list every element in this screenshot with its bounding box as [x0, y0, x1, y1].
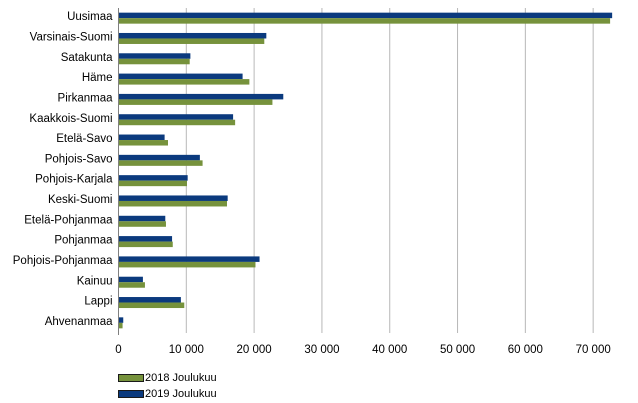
bar-0-15: [118, 322, 123, 329]
legend-item-series-1: 2019 Joulukuu: [118, 386, 217, 401]
bar-0-8: [118, 180, 187, 187]
category-label-10: Etelä-Pohjanmaa: [24, 214, 113, 226]
category-label-15: Ahvenanmaa: [45, 316, 113, 328]
legend-swatch-series-1: [118, 389, 144, 398]
bar-0-14: [118, 302, 185, 309]
x-tick-label-3: 30 000: [304, 344, 339, 356]
bar-1-7: [118, 154, 200, 161]
legend-swatch-series-0: [118, 373, 144, 382]
category-label-12: Pohjois-Pohjanmaa: [13, 255, 113, 267]
category-label-4: Pirkanmaa: [58, 92, 114, 104]
x-tick-label-6: 60 000: [508, 344, 543, 356]
bar-1-1: [118, 32, 267, 39]
bar-0-9: [118, 200, 227, 207]
category-label-1: Varsinais-Suomi: [30, 32, 113, 44]
bar-1-2: [118, 53, 191, 59]
bar-0-1: [118, 38, 265, 44]
category-labels: Uusimaa Varsinais-Suomi Satakunta Häme Pirka…: [13, 11, 113, 328]
bar-0-0: [118, 18, 611, 24]
bar-1-14: [118, 297, 181, 303]
bar-1-12: [118, 256, 260, 262]
bar-1-8: [118, 175, 188, 181]
category-label-8: Pohjois-Karjala: [35, 174, 113, 186]
bar-1-10: [118, 215, 166, 222]
bar-1-15: [118, 317, 124, 323]
gridlines: [185, 8, 594, 333]
category-label-11: Pohjanmaa: [54, 235, 113, 247]
bar-0-5: [118, 119, 236, 126]
bar-0-4: [118, 99, 273, 105]
category-label-14: Lappi: [84, 296, 112, 308]
category-label-13: Kainuu: [77, 275, 113, 287]
bar-1-5: [118, 114, 234, 120]
x-tick-labels: 0 10 000 20 000 30 000 40 000 50 000 60 000 70 …: [115, 344, 610, 356]
category-label-2: Satakunta: [61, 52, 113, 64]
bar-1-3: [118, 73, 243, 80]
bar-1-13: [118, 276, 143, 283]
legend: 2018 Joulukuu 2019 Joulukuu: [118, 370, 217, 402]
bar-0-11: [118, 241, 173, 248]
category-label-5: Kaakkois-Suomi: [29, 113, 112, 125]
bar-1-9: [118, 195, 228, 201]
bar-1-4: [118, 93, 284, 100]
category-label-6: Etelä-Savo: [56, 133, 112, 145]
bar-1-6: [118, 134, 165, 141]
x-tick-label-7: 70 000: [576, 344, 611, 356]
bar-0-12: [118, 261, 256, 268]
bar-0-6: [118, 140, 168, 146]
bar-0-10: [118, 221, 166, 227]
bar-0-3: [118, 79, 250, 85]
category-label-7: Pohjois-Savo: [45, 153, 113, 165]
x-tick-label-2: 20 000: [237, 344, 272, 356]
bar-0-7: [118, 160, 203, 166]
x-tick-label-4: 40 000: [372, 344, 407, 356]
category-label-0: Uusimaa: [67, 11, 113, 23]
bar-1-11: [118, 236, 173, 242]
bar-0-2: [118, 58, 190, 65]
bars: [118, 12, 613, 329]
legend-label-series-1: 2019 Joulukuu: [145, 387, 217, 400]
legend-item-series-0: 2018 Joulukuu: [118, 370, 217, 385]
category-label-3: Häme: [82, 72, 113, 84]
category-label-9: Keski-Suomi: [48, 194, 113, 206]
x-tick-label-0: 0: [115, 344, 121, 356]
bar-0-13: [118, 282, 145, 288]
legend-label-series-0: 2018 Joulukuu: [145, 371, 217, 384]
bar-1-0: [118, 12, 613, 19]
x-tick-label-1: 10 000: [169, 344, 204, 356]
x-tick-label-5: 50 000: [440, 344, 475, 356]
